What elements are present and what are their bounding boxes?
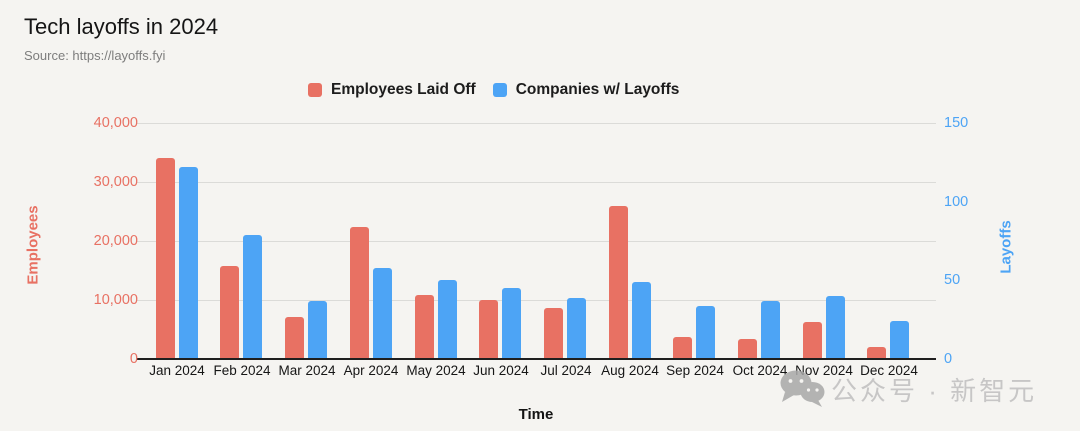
employees-series-swatch (308, 83, 322, 97)
bar-employees-Jun 2024 (479, 300, 498, 359)
x-label-Nov 2024: Nov 2024 (795, 363, 853, 378)
left-tick-0: 0 (129, 351, 138, 367)
bar-employees-Jan 2024 (156, 158, 175, 359)
bar-companies-Mar 2024 (308, 301, 327, 359)
bar-employees-Oct 2024 (738, 339, 757, 359)
x-label-Mar 2024: Mar 2024 (278, 363, 336, 378)
gridline-30000 (137, 181, 936, 183)
bar-employees-Nov 2024 (803, 322, 822, 359)
x-label-Feb 2024: Feb 2024 (213, 363, 271, 378)
right-tick-0: 0 (944, 351, 953, 367)
bar-companies-Jul 2024 (567, 298, 586, 359)
legend-label-companies: Companies w/ Layoffs (515, 81, 680, 98)
x-label-May 2024: May 2024 (406, 363, 466, 378)
bar-employees-May 2024 (415, 295, 434, 359)
gridline-40000 (137, 122, 936, 124)
x-label-Aug 2024: Aug 2024 (601, 363, 659, 378)
bar-employees-Aug 2024 (609, 206, 628, 359)
gridline-10000 (137, 299, 936, 301)
x-label-Jan 2024: Jan 2024 (149, 363, 205, 378)
x-axis-line (137, 358, 936, 360)
left-axis-title: Employees (24, 205, 42, 285)
x-label-Sep 2024: Sep 2024 (666, 363, 724, 378)
companies-series-swatch (492, 83, 507, 97)
bar-companies-Jan 2024 (179, 167, 198, 359)
bar-companies-Sep 2024 (696, 306, 715, 359)
legend-item-employees: Employees Laid Off (308, 81, 476, 99)
bar-companies-Apr 2024 (373, 268, 392, 359)
x-label-Dec 2024: Dec 2024 (860, 363, 918, 378)
bar-companies-Nov 2024 (826, 296, 845, 359)
legend-item-companies: Companies w/ Layoffs (492, 81, 680, 99)
bar-companies-May 2024 (438, 280, 457, 359)
bar-companies-Feb 2024 (243, 235, 262, 359)
left-tick-40,000: 40,000 (93, 115, 138, 131)
bar-employees-Feb 2024 (220, 266, 239, 359)
right-tick-100: 100 (944, 193, 969, 210)
bar-companies-Jun 2024 (502, 288, 521, 359)
bar-employees-Jul 2024 (544, 308, 563, 359)
bar-companies-Aug 2024 (632, 282, 651, 359)
right-tick-50: 50 (944, 272, 961, 289)
gridline-20000 (137, 240, 936, 242)
x-label-Apr 2024: Apr 2024 (343, 363, 399, 378)
wechat-icon (780, 370, 825, 407)
bar-employees-Sep 2024 (673, 337, 692, 359)
chart-legend: Employees Laid Off Companies w/ Layoffs (308, 81, 696, 99)
x-label-Oct 2024: Oct 2024 (732, 363, 788, 378)
right-tick-150: 150 (944, 115, 969, 131)
bar-employees-Mar 2024 (285, 317, 304, 359)
watermark: 公众号 · 新智元 (779, 370, 1037, 408)
bar-employees-Dec 2024 (867, 347, 886, 359)
x-label-Jul 2024: Jul 2024 (540, 363, 592, 378)
left-tick-20,000: 20,000 (93, 233, 138, 249)
right-axis-title: Layoffs (997, 220, 1015, 274)
x-label-Jun 2024: Jun 2024 (473, 363, 529, 378)
left-tick-10,000: 10,000 (93, 292, 138, 308)
bar-companies-Oct 2024 (761, 301, 780, 359)
left-tick-30,000: 30,000 (93, 174, 138, 190)
bar-employees-Apr 2024 (350, 227, 369, 359)
bar-companies-Dec 2024 (890, 321, 909, 359)
source-link: Source: https://layoffs.fyi (24, 48, 166, 63)
x-axis-title: Time (518, 406, 554, 423)
legend-label-employees: Employees Laid Off (331, 81, 476, 98)
page-title: Tech layoffs in 2024 (24, 14, 219, 39)
watermark-text: 公众号 · 新智元 (831, 375, 1038, 406)
